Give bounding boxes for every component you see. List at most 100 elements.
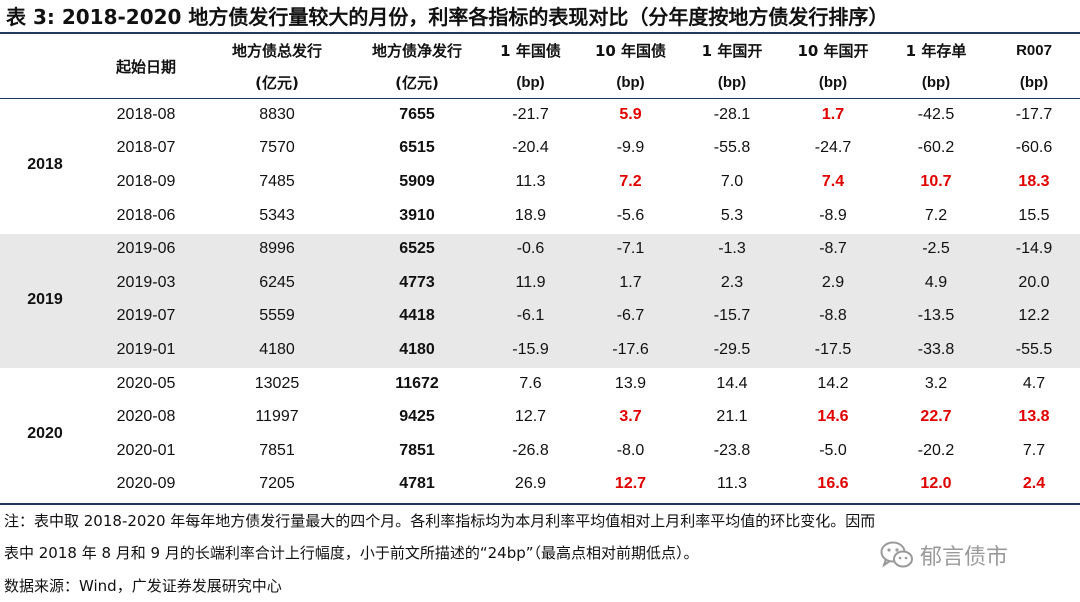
cell-total: 5559 bbox=[259, 307, 295, 325]
cell-net: 3910 bbox=[399, 206, 435, 224]
header-rule bbox=[0, 98, 1080, 99]
cell-cdb10y: -5.0 bbox=[819, 441, 847, 459]
cell-cdb1y: 21.1 bbox=[716, 408, 748, 426]
cell-total: 13025 bbox=[254, 374, 300, 392]
header-g1y: 1 年国债 bbox=[500, 41, 561, 60]
cell-r007: 7.7 bbox=[1022, 441, 1046, 459]
table-row: 2018 2018-08 8830 7655 -21.7 5.9 -28.1 1.7 -42.5… bbox=[0, 98, 1080, 173]
header-row-units: (亿元) (亿元) (bp) (bp) (bp) (bp) (bp) (bp) bbox=[0, 66, 1080, 98]
table-row: 2019 2019-06 8996 6525 -0.6 -7.1 -1.3 -8.7 -2.5 -… bbox=[0, 232, 1080, 307]
cell-cdb10y: -24.7 bbox=[814, 139, 852, 157]
cell-cdb1y: 11.3 bbox=[717, 475, 747, 493]
cell-g10y: -9.9 bbox=[616, 139, 645, 157]
cell-total: 4180 bbox=[259, 340, 295, 358]
note-line-1: 注：表中取 2018-2020 年每年地方债发行量最大的四个月。各利率指标均为本… bbox=[4, 512, 876, 530]
cell-date: 2020-09 bbox=[116, 475, 176, 493]
cell-cdb1y: 7.0 bbox=[720, 172, 744, 190]
cell-ncd1y: 22.7 bbox=[920, 408, 952, 426]
header-year bbox=[0, 34, 90, 98]
cell-net: 11672 bbox=[395, 374, 439, 392]
table-row: 2018-06 5343 3910 18.9 -5.6 5.3 -8.9 7.2 15.5 bbox=[0, 199, 1080, 233]
unit-net: (亿元) bbox=[395, 73, 439, 92]
cell-total: 7570 bbox=[259, 139, 295, 157]
cell-g10y: -7.1 bbox=[616, 240, 645, 258]
cell-ncd1y: -33.8 bbox=[917, 340, 955, 358]
table-row: 2020-01 7851 7851 -26.8 -8.0 -23.8 -5.0 -20.2 7.… bbox=[0, 434, 1080, 468]
cell-cdb1y: -1.3 bbox=[718, 240, 746, 258]
table-row: 2020-09 7205 4781 26.9 12.7 11.3 16.6 12.0 2.4 bbox=[0, 468, 1080, 502]
top-rule bbox=[0, 32, 1080, 34]
cell-ncd1y: -13.5 bbox=[917, 307, 955, 325]
cell-ncd1y: 7.2 bbox=[924, 206, 948, 224]
cell-date: 2020-08 bbox=[116, 408, 176, 426]
cell-g10y: -8.0 bbox=[616, 441, 645, 459]
wechat-logo-icon bbox=[880, 541, 913, 568]
cell-cdb10y: 14.2 bbox=[817, 374, 849, 392]
cell-g10y: -17.6 bbox=[612, 340, 649, 358]
cell-g10y: 3.7 bbox=[619, 408, 642, 426]
header-ncd1y: 1 年存单 bbox=[905, 41, 967, 60]
year-group-label: 2019 bbox=[27, 290, 63, 308]
cell-g1y: -6.1 bbox=[516, 307, 545, 325]
cell-g1y: 11.9 bbox=[515, 273, 546, 291]
cell-cdb10y: 16.6 bbox=[817, 475, 849, 493]
table-row: 2020 2020-05 13025 11672 7.6 13.9 14.4 14.2 3.2 4… bbox=[0, 367, 1080, 442]
header-r007: R007 bbox=[1016, 41, 1052, 59]
header-date: 起始日期 bbox=[115, 57, 176, 76]
cell-cdb10y: -8.8 bbox=[819, 307, 847, 325]
cell-total: 8830 bbox=[259, 105, 295, 123]
cell-ncd1y: 4.9 bbox=[924, 273, 948, 291]
cell-cdb10y: -8.7 bbox=[819, 240, 847, 258]
cell-cdb10y: 7.4 bbox=[821, 172, 845, 190]
cell-cdb1y: 14.4 bbox=[716, 374, 748, 392]
cell-g10y: 7.2 bbox=[619, 172, 642, 190]
cell-g1y: 18.9 bbox=[514, 206, 547, 224]
source-line: 数据来源：Wind，广发证券发展研究中心 bbox=[4, 577, 282, 595]
cell-date: 2018-07 bbox=[116, 139, 176, 157]
cell-g10y: -6.7 bbox=[616, 307, 645, 325]
table-body: 2018 2018-08 8830 7655 -21.7 5.9 -28.1 1.7 -42.5… bbox=[0, 98, 1080, 501]
header-g10y: 10 年国债 bbox=[594, 41, 667, 60]
bottom-rule bbox=[0, 503, 1080, 505]
cell-ncd1y: 3.2 bbox=[924, 374, 948, 392]
cell-g1y: 12.7 bbox=[514, 408, 547, 426]
table-row: 2019-07 5559 4418 -6.1 -6.7 -15.7 -8.8 -13.5 12.… bbox=[0, 300, 1080, 334]
cell-g1y: 26.9 bbox=[514, 475, 547, 493]
header-row-labels: 起始日期 地方债总发行 地方债净发行 1 年国债 10 年国债 1 年国开 10… bbox=[0, 34, 1080, 76]
table-title: 表 3: 2018-2020 地方债发行量较大的月份，利率各指标的表现对比（分年… bbox=[6, 5, 889, 29]
cell-r007: 2.4 bbox=[1022, 475, 1046, 493]
cell-date: 2019-06 bbox=[116, 240, 176, 258]
cell-g10y: -5.6 bbox=[616, 206, 645, 224]
cell-cdb10y: -8.9 bbox=[819, 206, 847, 224]
cell-r007: 18.3 bbox=[1018, 172, 1050, 190]
cell-r007: 13.8 bbox=[1018, 408, 1050, 426]
header-cdb10y: 10 年国开 bbox=[797, 41, 869, 60]
cell-cdb10y: 2.9 bbox=[821, 273, 845, 291]
cell-date: 2018-09 bbox=[116, 172, 176, 190]
cell-total: 8996 bbox=[259, 240, 295, 258]
cell-g1y: -15.9 bbox=[512, 340, 549, 358]
unit-g1y: (bp) bbox=[516, 73, 545, 91]
cell-date: 2018-06 bbox=[116, 206, 176, 224]
cell-g1y: -26.8 bbox=[512, 441, 549, 459]
cell-date: 2019-01 bbox=[116, 340, 176, 358]
cell-net: 7851 bbox=[399, 441, 435, 459]
cell-net: 4781 bbox=[399, 475, 435, 493]
cell-g10y: 12.7 bbox=[614, 475, 647, 493]
note-line-2: 表中 2018 年 8 月和 9 月的长端利率合计上行幅度，小于前文所描述的“2… bbox=[4, 544, 699, 562]
table-header: 起始日期 地方债总发行 地方债净发行 1 年国债 10 年国债 1 年国开 10… bbox=[0, 34, 1080, 98]
cell-cdb10y: 1.7 bbox=[821, 105, 845, 123]
unit-g10y: (bp) bbox=[616, 73, 645, 91]
cell-ncd1y: -20.2 bbox=[917, 441, 955, 459]
cell-cdb1y: 5.3 bbox=[720, 206, 744, 224]
cell-cdb1y: 2.3 bbox=[720, 273, 744, 291]
cell-net: 9425 bbox=[399, 408, 435, 426]
cell-total: 7205 bbox=[259, 475, 295, 493]
cell-g10y: 5.9 bbox=[619, 105, 642, 123]
header-total: 地方债总发行 bbox=[231, 41, 322, 60]
cell-r007: 12.2 bbox=[1018, 307, 1050, 325]
cell-net: 6515 bbox=[399, 139, 435, 157]
cell-total: 6245 bbox=[259, 273, 295, 291]
unit-total: (亿元) bbox=[255, 73, 299, 92]
unit-cdb1y: (bp) bbox=[717, 73, 747, 91]
